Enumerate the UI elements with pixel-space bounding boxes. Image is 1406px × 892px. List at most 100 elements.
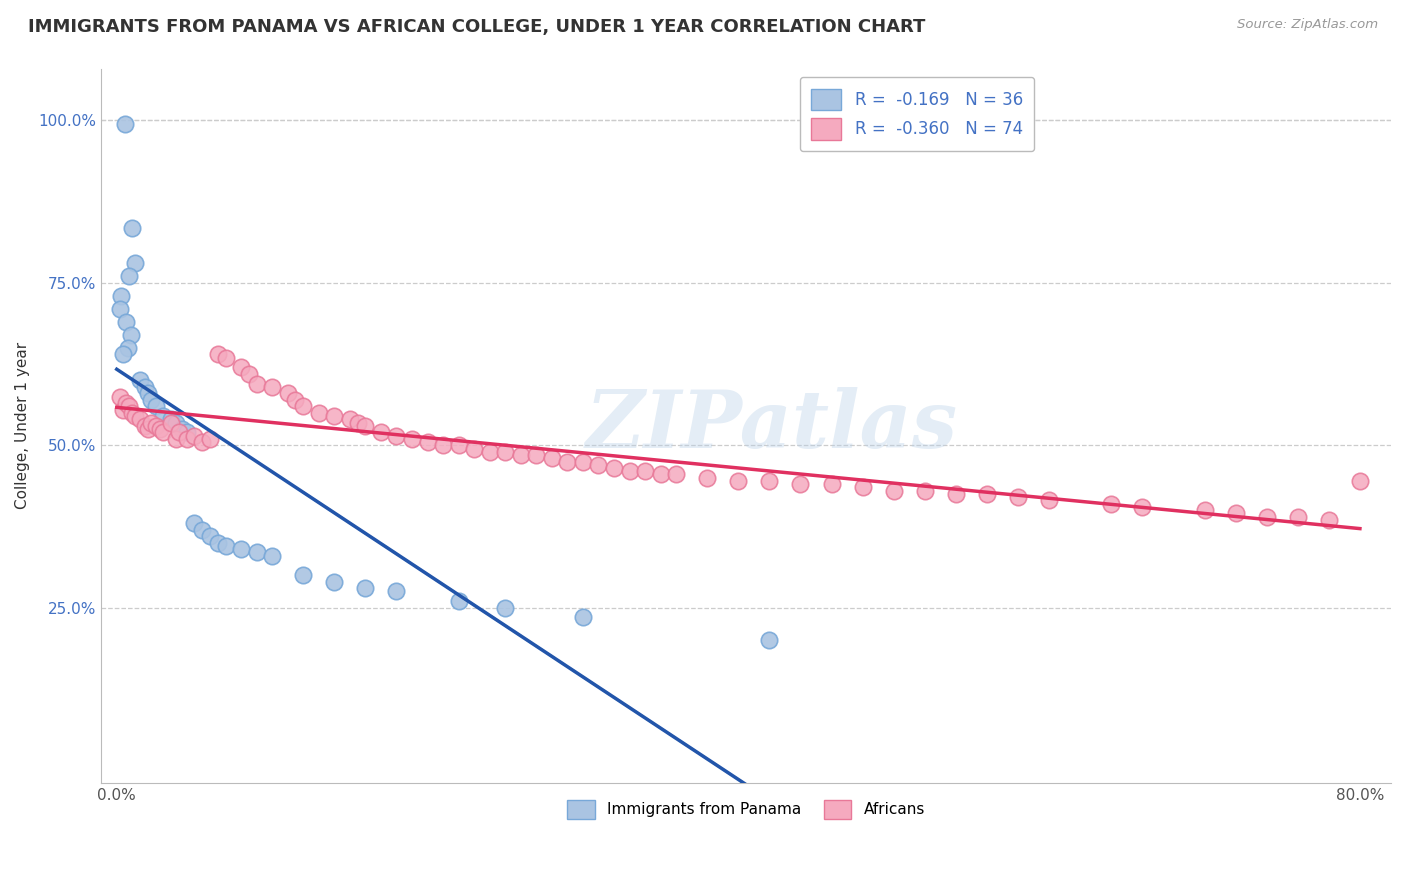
- Point: [139, 416, 162, 430]
- Point: [852, 481, 875, 495]
- Point: [292, 399, 315, 413]
- Point: [883, 483, 905, 498]
- Point: [129, 373, 152, 387]
- Point: [124, 409, 146, 423]
- Point: [111, 347, 134, 361]
- Point: [401, 432, 423, 446]
- Point: [524, 448, 547, 462]
- Point: [478, 444, 501, 458]
- Point: [139, 392, 162, 407]
- Point: [170, 422, 193, 436]
- Point: [494, 444, 516, 458]
- Point: [463, 442, 485, 456]
- Point: [346, 416, 368, 430]
- Point: [572, 610, 595, 624]
- Point: [198, 432, 221, 446]
- Text: IMMIGRANTS FROM PANAMA VS AFRICAN COLLEGE, UNDER 1 YEAR CORRELATION CHART: IMMIGRANTS FROM PANAMA VS AFRICAN COLLEG…: [28, 18, 925, 36]
- Point: [292, 568, 315, 582]
- Point: [284, 392, 307, 407]
- Point: [1286, 509, 1309, 524]
- Point: [121, 220, 143, 235]
- Point: [145, 399, 167, 413]
- Point: [245, 376, 267, 391]
- Point: [758, 474, 780, 488]
- Point: [134, 380, 156, 394]
- Point: [191, 435, 214, 450]
- Point: [727, 474, 749, 488]
- Text: ZIPatlas: ZIPatlas: [586, 387, 957, 465]
- Point: [152, 409, 174, 423]
- Point: [619, 464, 641, 478]
- Point: [229, 542, 252, 557]
- Point: [183, 428, 205, 442]
- Point: [494, 600, 516, 615]
- Point: [1256, 509, 1278, 524]
- Point: [134, 418, 156, 433]
- Point: [183, 516, 205, 531]
- Point: [115, 315, 138, 329]
- Point: [696, 471, 718, 485]
- Point: [789, 477, 811, 491]
- Point: [432, 438, 454, 452]
- Point: [167, 425, 190, 440]
- Text: Source: ZipAtlas.com: Source: ZipAtlas.com: [1237, 18, 1378, 31]
- Point: [124, 256, 146, 270]
- Point: [207, 535, 229, 549]
- Point: [354, 418, 377, 433]
- Point: [214, 539, 236, 553]
- Point: [1130, 500, 1153, 514]
- Point: [1348, 474, 1371, 488]
- Point: [229, 360, 252, 375]
- Point: [509, 448, 531, 462]
- Point: [1099, 497, 1122, 511]
- Point: [945, 487, 967, 501]
- Point: [165, 432, 187, 446]
- Point: [120, 327, 142, 342]
- Point: [108, 301, 131, 316]
- Point: [262, 549, 284, 563]
- Point: [370, 425, 392, 440]
- Point: [354, 581, 377, 595]
- Point: [136, 386, 159, 401]
- Point: [603, 461, 626, 475]
- Point: [136, 422, 159, 436]
- Point: [1317, 513, 1340, 527]
- Point: [447, 438, 470, 452]
- Point: [115, 396, 138, 410]
- Point: [238, 367, 260, 381]
- Point: [588, 458, 610, 472]
- Point: [277, 386, 299, 401]
- Point: [1225, 507, 1247, 521]
- Point: [323, 574, 346, 589]
- Point: [129, 412, 152, 426]
- Point: [758, 633, 780, 648]
- Point: [108, 390, 131, 404]
- Point: [447, 594, 470, 608]
- Point: [207, 347, 229, 361]
- Point: [191, 523, 214, 537]
- Point: [650, 467, 672, 482]
- Point: [176, 425, 198, 440]
- Y-axis label: College, Under 1 year: College, Under 1 year: [15, 343, 30, 509]
- Point: [152, 425, 174, 440]
- Point: [118, 399, 141, 413]
- Point: [634, 464, 657, 478]
- Point: [820, 477, 842, 491]
- Point: [1007, 490, 1029, 504]
- Point: [572, 454, 595, 468]
- Point: [176, 432, 198, 446]
- Point: [339, 412, 361, 426]
- Point: [214, 351, 236, 365]
- Point: [121, 406, 143, 420]
- Point: [262, 380, 284, 394]
- Point: [385, 428, 408, 442]
- Point: [145, 418, 167, 433]
- Point: [540, 451, 562, 466]
- Point: [198, 529, 221, 543]
- Point: [165, 416, 187, 430]
- Point: [665, 467, 688, 482]
- Point: [118, 269, 141, 284]
- Point: [114, 117, 136, 131]
- Legend: Immigrants from Panama, Africans: Immigrants from Panama, Africans: [561, 794, 931, 825]
- Point: [385, 584, 408, 599]
